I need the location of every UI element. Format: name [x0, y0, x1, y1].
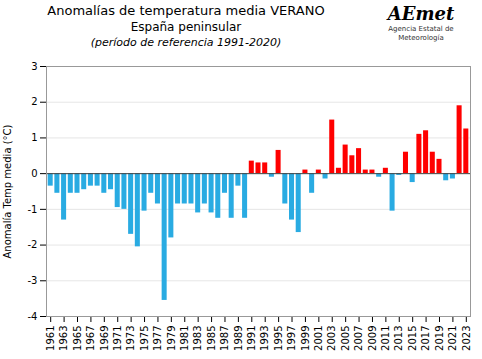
svg-text:1983: 1983	[192, 326, 203, 351]
svg-text:-1: -1	[28, 204, 38, 215]
svg-text:1979: 1979	[166, 326, 177, 351]
svg-text:2009: 2009	[367, 326, 378, 351]
svg-text:0: 0	[31, 168, 37, 179]
svg-text:1997: 1997	[286, 326, 297, 351]
svg-text:3: 3	[31, 61, 37, 72]
svg-text:2001: 2001	[313, 326, 324, 351]
svg-text:1973: 1973	[125, 326, 136, 351]
svg-text:2021: 2021	[447, 326, 458, 351]
svg-text:1981: 1981	[179, 326, 190, 351]
svg-text:1965: 1965	[72, 326, 83, 351]
html-text:España peninsular: España peninsular	[130, 20, 242, 34]
html-text:(período de referencia 1991-20: (período de referencia 1991-2020)	[90, 36, 282, 49]
svg-text:2007: 2007	[353, 326, 364, 351]
svg-text:2005: 2005	[340, 326, 351, 351]
svg-text:-3: -3	[28, 275, 38, 286]
svg-text:1963: 1963	[58, 326, 69, 351]
html-text:Agencia Estatal de Meteorologí: Agencia Estatal de Meteorología	[388, 25, 454, 42]
svg-text:1977: 1977	[152, 326, 163, 351]
svg-text:1987: 1987	[219, 326, 230, 351]
svg-text:2: 2	[31, 96, 37, 107]
svg-text:1985: 1985	[206, 326, 217, 351]
svg-text:1969: 1969	[99, 326, 110, 351]
svg-text:1: 1	[31, 132, 37, 143]
svg-text:1989: 1989	[233, 326, 244, 351]
svg-text:-2: -2	[28, 239, 38, 250]
svg-text:2023: 2023	[461, 326, 472, 351]
html-text:Anomalías de temperatura media: Anomalías de temperatura media VERANO	[47, 3, 325, 18]
svg-text:2013: 2013	[393, 326, 404, 351]
svg-text:1999: 1999	[300, 326, 311, 351]
svg-text:1993: 1993	[259, 326, 270, 351]
svg-text:2015: 2015	[407, 326, 418, 351]
svg-text:1961: 1961	[45, 326, 56, 351]
svg-text:Anomalía Temp media (°C): Anomalía Temp media (°C)	[2, 124, 13, 258]
svg-text:1967: 1967	[85, 326, 96, 351]
svg-text:1995: 1995	[273, 326, 284, 351]
svg-text:2003: 2003	[326, 326, 337, 351]
html-text:AEmet: AEmet	[387, 3, 455, 24]
svg-text:1991: 1991	[246, 326, 257, 351]
svg-text:-4: -4	[28, 311, 38, 322]
svg-text:1975: 1975	[139, 326, 150, 351]
svg-text:1971: 1971	[112, 326, 123, 351]
svg-text:2017: 2017	[420, 326, 431, 351]
svg-text:2011: 2011	[380, 326, 391, 351]
svg-text:2019: 2019	[434, 326, 445, 351]
